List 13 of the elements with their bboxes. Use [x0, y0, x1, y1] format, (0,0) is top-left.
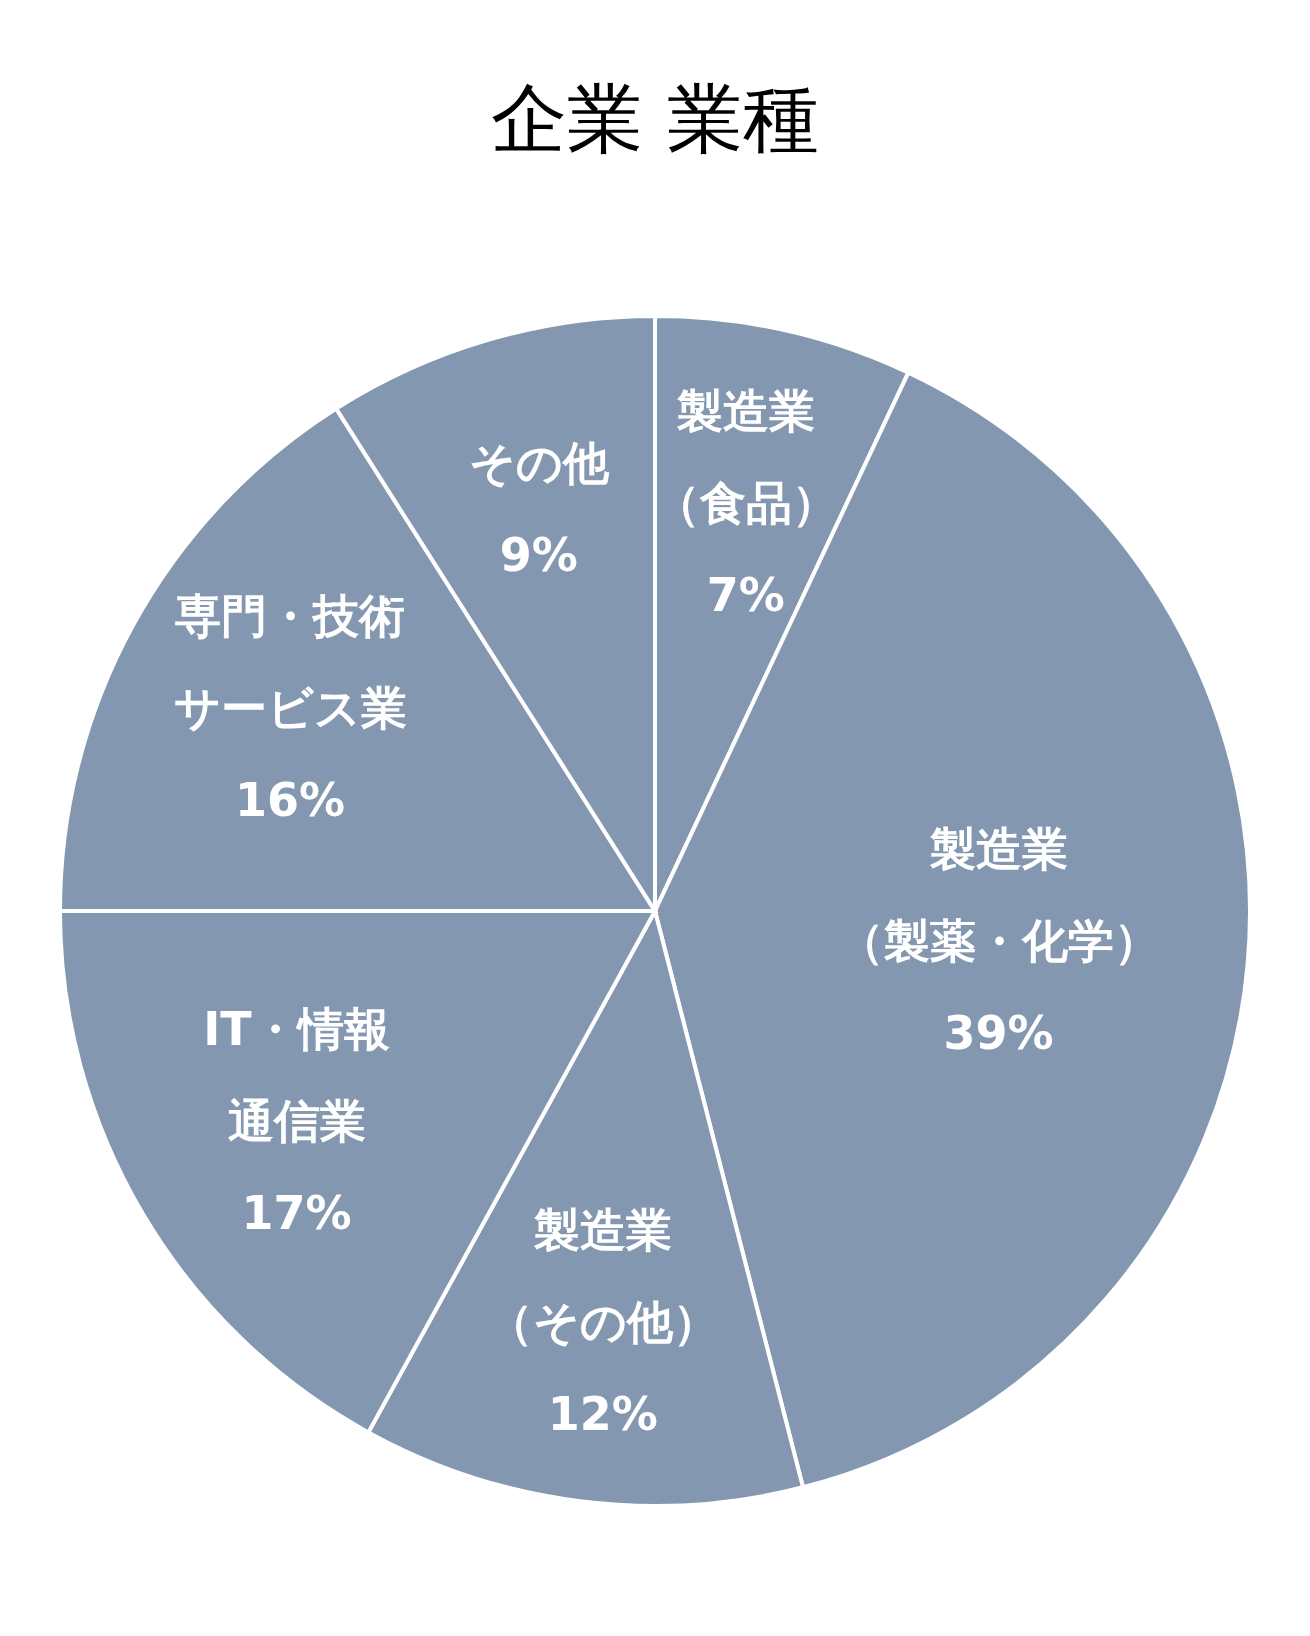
data-label: 7%: [706, 567, 785, 622]
data-label: 9%: [499, 528, 578, 583]
data-label: 12%: [547, 1387, 658, 1442]
slice-label: 製造業（食品）: [653, 383, 838, 530]
data-label: 39%: [943, 1006, 1054, 1061]
slice-label: その他: [468, 436, 610, 491]
slice-label: 製造業（製薬・化学）: [837, 822, 1160, 969]
data-label: 16%: [234, 773, 346, 828]
data-label: 17%: [241, 1186, 352, 1241]
slice-label: 製造業（その他）: [486, 1203, 719, 1350]
chart-title: 企業 業種: [490, 74, 820, 163]
slice-label: 専門・技術サービス業: [173, 589, 407, 736]
slice-label: IT・情報通信業: [203, 1002, 390, 1149]
